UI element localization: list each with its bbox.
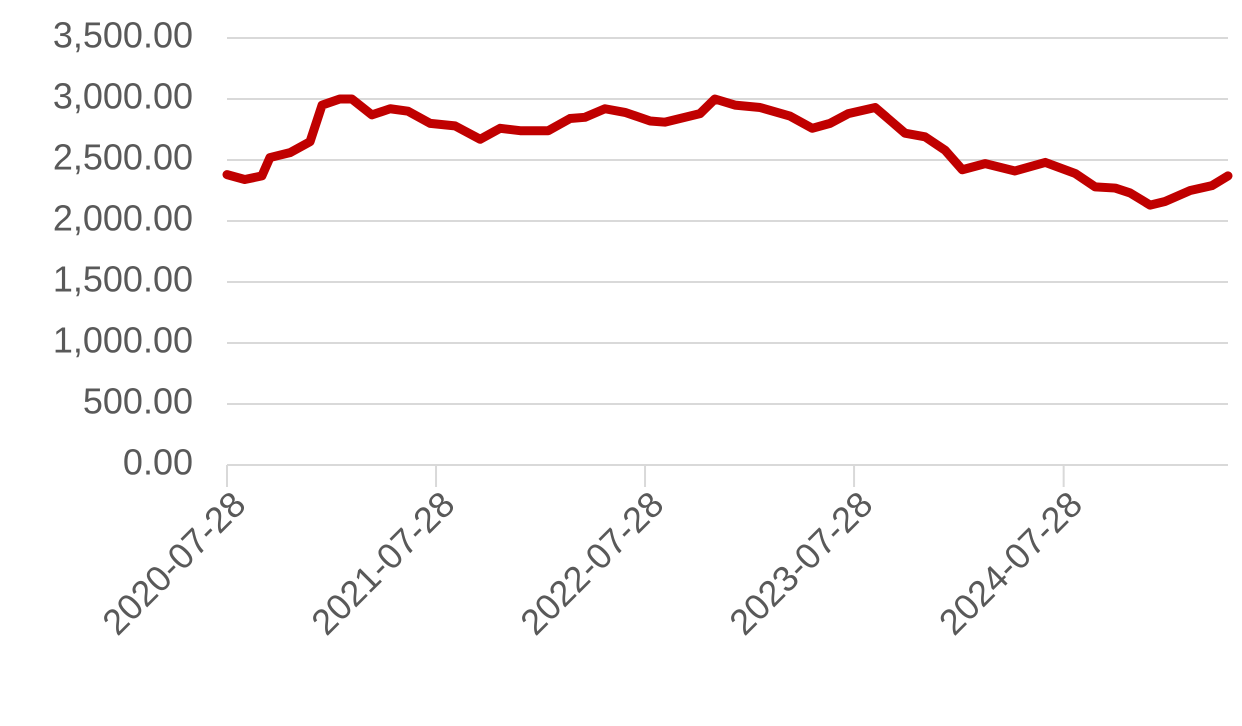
y-tick-label: 0.00 xyxy=(123,442,193,483)
y-tick-label: 2,500.00 xyxy=(53,137,193,178)
y-tick-label: 1,000.00 xyxy=(53,320,193,361)
y-tick-label: 500.00 xyxy=(83,381,193,422)
y-tick-label: 2,000.00 xyxy=(53,198,193,239)
y-tick-label: 1,500.00 xyxy=(53,259,193,300)
x-tick-label: 2024-07-28 xyxy=(931,483,1090,642)
x-tick-label: 2021-07-28 xyxy=(303,483,462,642)
y-tick-label: 3,500.00 xyxy=(53,15,193,56)
x-tick-label: 2023-07-28 xyxy=(721,483,880,642)
data-line xyxy=(222,94,1233,210)
x-tick-label: 2022-07-28 xyxy=(512,483,671,642)
y-tick-label: 3,000.00 xyxy=(53,76,193,117)
x-tick-label: 2020-07-28 xyxy=(94,483,253,642)
